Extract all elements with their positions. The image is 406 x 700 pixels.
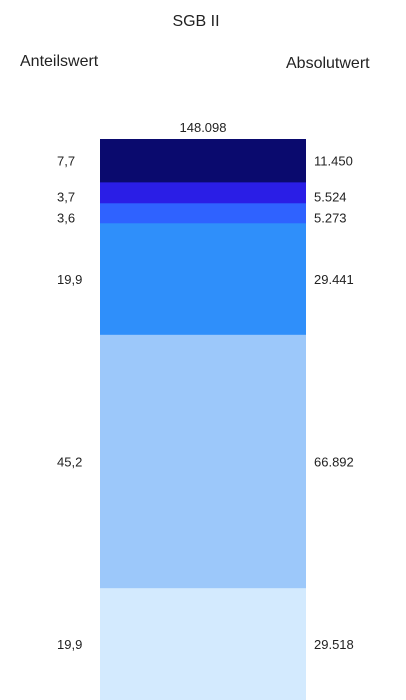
bar-segments	[100, 139, 306, 700]
absolute-label: 5.524	[314, 189, 347, 204]
absolute-label: 11.450	[314, 154, 353, 169]
chart-title: SGB II	[172, 13, 219, 30]
absolute-label: 29.518	[314, 637, 354, 652]
share-label: 7,7	[57, 154, 75, 169]
share-label: 3,6	[57, 210, 75, 225]
absolute-label: 5.273	[314, 210, 347, 225]
bar-segment	[100, 139, 306, 183]
bar-segment	[100, 334, 306, 589]
absolute-label: 29.441	[314, 272, 354, 287]
share-labels: 7,7 3,7 3,6 19,9 45,2 19,9	[57, 154, 82, 652]
share-label: 45,2	[57, 454, 82, 469]
left-column-header: Anteilswert	[20, 53, 99, 70]
share-label: 3,7	[57, 189, 75, 204]
share-label: 19,9	[57, 637, 82, 652]
right-column-header: Absolutwert	[286, 55, 370, 72]
bar-segment	[100, 203, 306, 224]
absolute-labels: 11.450 5.524 5.273 29.441 66.892 29.518	[314, 154, 354, 652]
share-label: 19,9	[57, 272, 82, 287]
total-label: 148.098	[180, 120, 227, 135]
bar-segment	[100, 223, 306, 336]
bar-segment	[100, 588, 306, 700]
absolute-label: 66.892	[314, 454, 354, 469]
bar-segment	[100, 182, 306, 204]
